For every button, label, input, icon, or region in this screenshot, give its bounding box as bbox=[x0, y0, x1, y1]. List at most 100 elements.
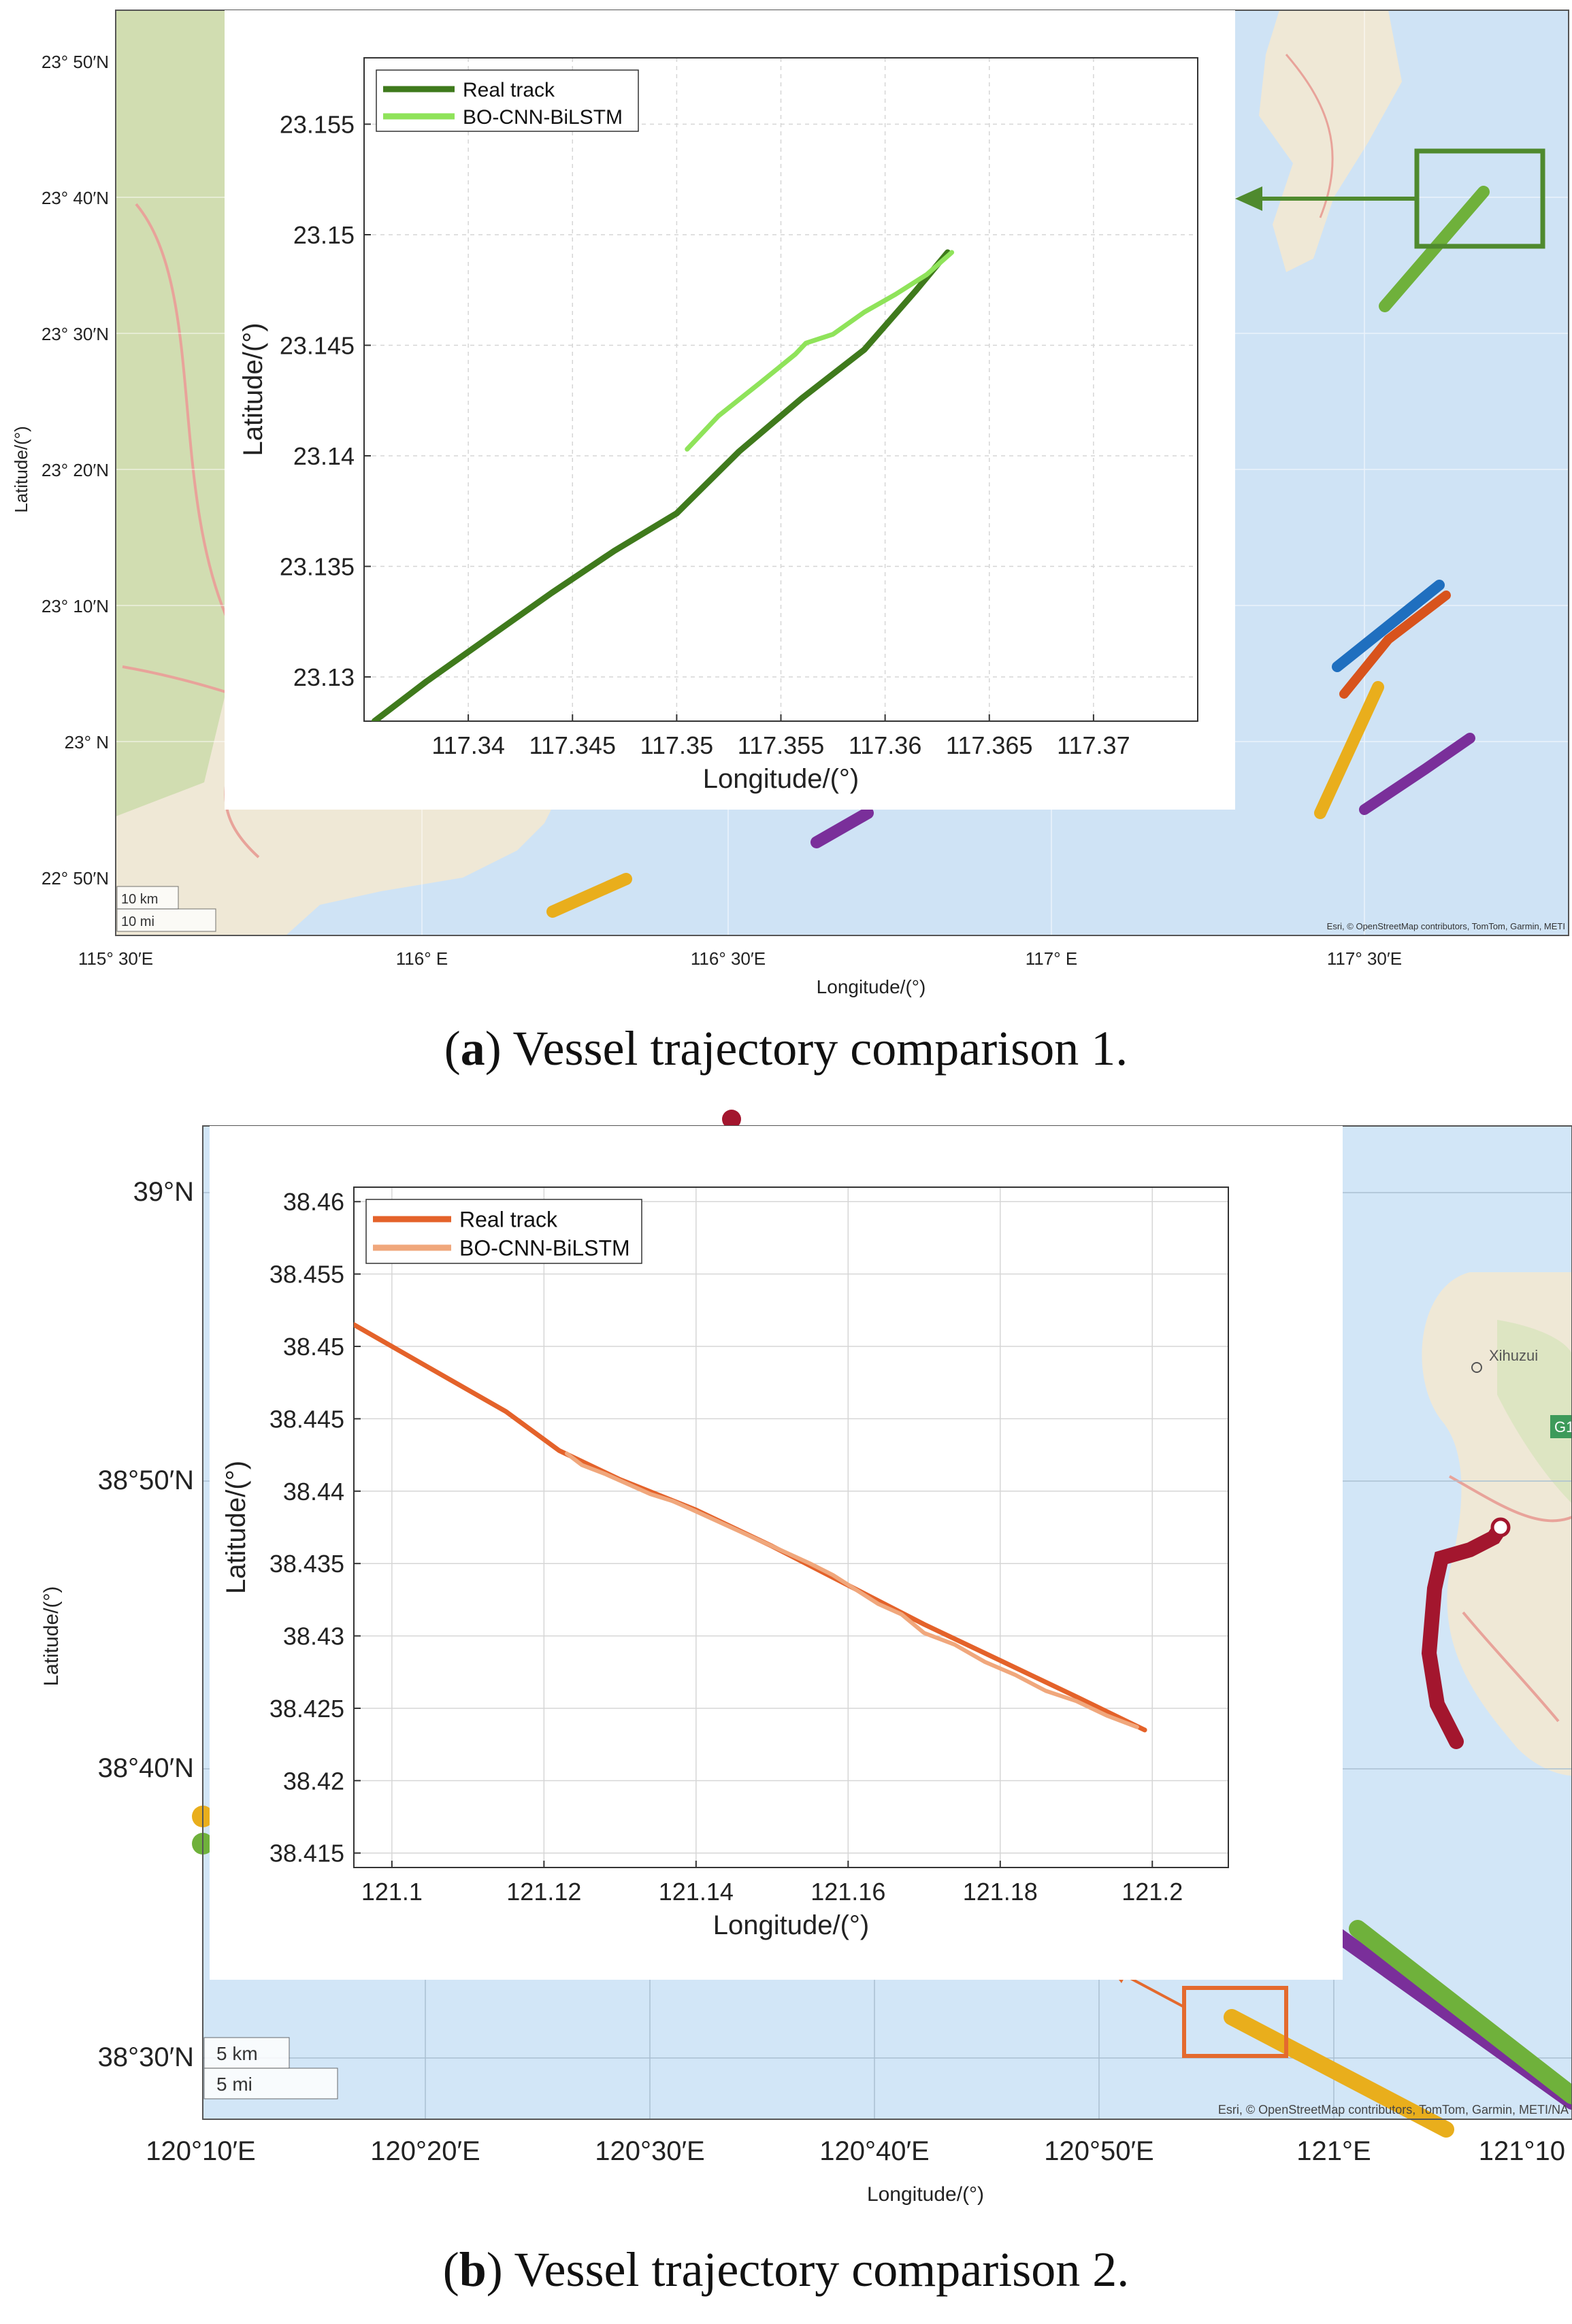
map-b-lon-label: 120°20′E bbox=[370, 2136, 480, 2166]
x-axis-label: Longitude/(°) bbox=[703, 764, 859, 794]
map-a-ylabel: Latitude/(°) bbox=[11, 426, 31, 512]
map-b-road bbox=[1449, 1475, 1572, 1523]
map-b-track-dot bbox=[722, 1110, 741, 1129]
map-b-track-yellow bbox=[1224, 2009, 1454, 2138]
x-tick-label: 121.2 bbox=[1121, 1878, 1183, 1906]
map-b-lat-label: 38°50′N bbox=[98, 1465, 194, 1495]
map-a-attribution: Esri, © OpenStreetMap contributors, TomT… bbox=[1327, 921, 1565, 931]
inset-chart-a: 117.34 117.345 117.35 117.355 117.36 117.365 1… bbox=[238, 57, 1198, 794]
map-a-track-yellow-2 bbox=[546, 873, 632, 918]
map-b-lat-labels: 39°N 38°50′N 38°40′N 38°30′N bbox=[98, 1177, 194, 2072]
map-b-lon-label: 121°E bbox=[1296, 2136, 1371, 2166]
y-tick-label: 23.14 bbox=[293, 442, 355, 470]
map-a-lat-label: 23° 40′N bbox=[42, 188, 109, 208]
legend-label: Real track bbox=[463, 79, 555, 101]
legend-box bbox=[376, 69, 639, 132]
x-tick-label: 117.355 bbox=[738, 731, 824, 759]
map-b-place-marker bbox=[1471, 1362, 1482, 1373]
y-tick-label: 23.15 bbox=[293, 221, 355, 249]
series-line-real-track bbox=[371, 249, 951, 721]
map-a-lon-label: 117° E bbox=[1026, 948, 1077, 969]
legend-box bbox=[365, 1199, 642, 1264]
map-b-road-badge-bg bbox=[1550, 1415, 1572, 1438]
caption-a-label: a bbox=[460, 1021, 485, 1076]
map-b-lon-label: 120°50′E bbox=[1044, 2136, 1153, 2166]
map-a-lat-label: 23° 20′N bbox=[42, 460, 109, 480]
map-a-road bbox=[1285, 54, 1334, 218]
map-b-ylabel: Latitude/(°) bbox=[40, 1586, 63, 1686]
map-a-scale-mi: 10 mi bbox=[121, 914, 154, 929]
caption-b-text: Vessel trajectory comparison 2. bbox=[514, 2242, 1130, 2297]
map-a-lat-label: 23° N bbox=[65, 732, 109, 752]
map-a-track-yellow bbox=[1314, 681, 1384, 819]
x-tick-label: 121.14 bbox=[659, 1878, 734, 1906]
y-tick-label: 23.155 bbox=[280, 110, 355, 138]
map-b-lat-label: 39°N bbox=[133, 1177, 194, 1207]
map-a-lat-label: 23° 10′N bbox=[42, 596, 109, 616]
map-a-lon-label: 116° E bbox=[396, 948, 448, 969]
map-a-lat-labels: 23° 50′N 23° 40′N 23° 30′N 23° 20′N 23° … bbox=[42, 52, 109, 889]
map-b-lat-label: 38°30′N bbox=[98, 2042, 194, 2072]
y-tick-label: 38.42 bbox=[283, 1767, 344, 1795]
x-tick-label: 117.365 bbox=[946, 731, 1032, 759]
map-a-lat-label: 23° 50′N bbox=[42, 52, 109, 72]
map-b-lon-label: 121°10 bbox=[1479, 2136, 1565, 2166]
x-tick-label: 121.18 bbox=[963, 1878, 1038, 1906]
y-tick-label: 23.145 bbox=[280, 331, 355, 359]
y-tick-label: 38.455 bbox=[269, 1261, 344, 1289]
caption-b: (b) Vessel trajectory comparison 2. bbox=[442, 2242, 1130, 2297]
y-tick-label: 38.415 bbox=[269, 1840, 344, 1868]
map-b-place-label: Xihuzui bbox=[1489, 1347, 1538, 1364]
map-a-track-purple-2 bbox=[810, 807, 874, 848]
x-tick-label: 117.34 bbox=[431, 731, 504, 759]
figure-b-svg: Xihuzui G1 5 km 5 mi Esri, © OpenStreetM… bbox=[40, 1110, 1572, 2206]
x-tick-label: 121.12 bbox=[506, 1878, 581, 1906]
map-a-track-green bbox=[1379, 186, 1490, 312]
figure-a: 10 km 10 mi Esri, © OpenStreetMap contri… bbox=[0, 0, 1572, 1007]
map-b-road-badge: G1 bbox=[1554, 1418, 1572, 1435]
caption-b-label: b bbox=[459, 2242, 487, 2297]
inset-b-background bbox=[210, 1126, 1343, 1980]
y-tick-label: 23.135 bbox=[280, 552, 355, 580]
y-tick-label: 38.445 bbox=[269, 1405, 344, 1433]
y-tick-label: 23.13 bbox=[293, 663, 355, 691]
series-line-prediction bbox=[564, 1451, 1139, 1729]
map-a-scale: 10 km 10 mi bbox=[116, 886, 216, 932]
map-a-scale-km: 10 km bbox=[121, 892, 158, 907]
map-b-lat-label: 38°40′N bbox=[98, 1753, 194, 1783]
map-b-attribution: Esri, © OpenStreetMap contributors, TomT… bbox=[1218, 2103, 1569, 2116]
map-a-track-red bbox=[1339, 591, 1451, 699]
map-b-scale-mi: 5 mi bbox=[216, 2074, 252, 2095]
y-tick-label: 38.45 bbox=[283, 1333, 344, 1361]
y-axis-label: Latitude/(°) bbox=[221, 1461, 251, 1594]
legend-label: BO-CNN-BiLSTM bbox=[463, 106, 623, 129]
map-b-track-maroon bbox=[1421, 1520, 1508, 1749]
caption-a: (a) Vessel trajectory comparison 1. bbox=[444, 1021, 1128, 1076]
y-tick-label: 38.46 bbox=[283, 1188, 344, 1216]
map-b-xlabel: Longitude/(°) bbox=[867, 2183, 984, 2206]
figure-b: Xihuzui G1 5 km 5 mi Esri, © OpenStreetM… bbox=[0, 1095, 1572, 2211]
y-tick-label: 38.435 bbox=[269, 1550, 344, 1578]
map-a-xlabel: Longitude/(°) bbox=[817, 976, 926, 997]
map-a-arrow-head bbox=[1235, 186, 1262, 211]
map-b-lon-label: 120°30′E bbox=[595, 2136, 704, 2166]
plot-frame bbox=[353, 1186, 1229, 1868]
map-b-lon-label: 120°10′E bbox=[146, 2136, 255, 2166]
map-b-lon-label: 120°40′E bbox=[819, 2136, 929, 2166]
map-a-track-purple bbox=[1359, 733, 1475, 815]
y-tick-label: 38.425 bbox=[269, 1695, 344, 1723]
map-b-land-2 bbox=[1497, 1320, 1572, 1504]
x-tick-label: 117.36 bbox=[849, 731, 921, 759]
inset-chart-b: 121.1 121.12 121.14 121.16 121.18 121.2 38.415… bbox=[221, 1186, 1229, 1940]
x-tick-label: 117.345 bbox=[529, 731, 616, 759]
x-tick-label: 117.37 bbox=[1057, 731, 1130, 759]
map-a-lon-labels: 115° 30′E 116° E 116° 30′E 117° E 117° 3… bbox=[78, 948, 1402, 969]
map-b-scale-km: 5 km bbox=[216, 2043, 258, 2064]
map-a-lat-label: 23° 30′N bbox=[42, 324, 109, 344]
y-tick-label: 38.44 bbox=[283, 1478, 344, 1506]
series-line-prediction bbox=[685, 250, 955, 452]
x-axis-label: Longitude/(°) bbox=[713, 1910, 869, 1940]
legend-label: BO-CNN-BiLSTM bbox=[459, 1236, 630, 1261]
map-a-lon-label: 116° 30′E bbox=[691, 948, 766, 969]
map-b-track-green bbox=[1349, 1920, 1572, 2104]
